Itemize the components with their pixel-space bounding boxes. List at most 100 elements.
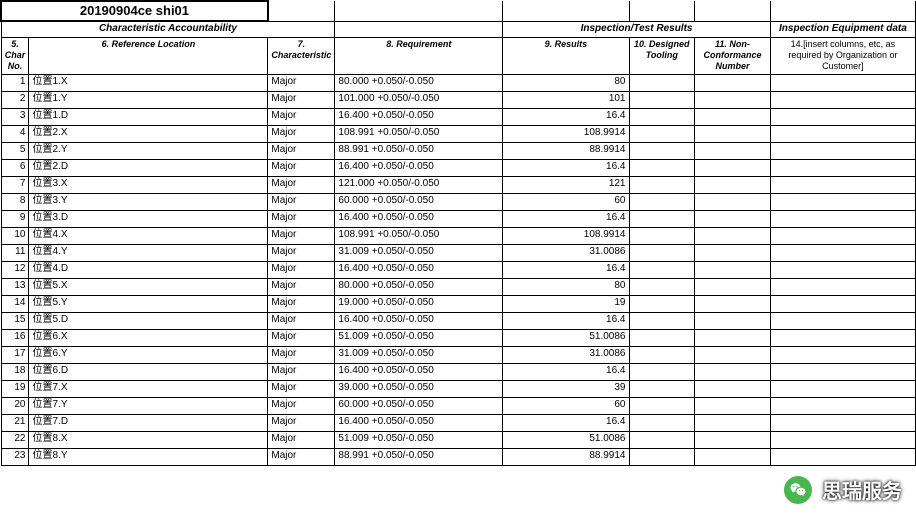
cell-characteristic: Major [268, 244, 335, 261]
blank [268, 1, 335, 21]
cell-nonconf [695, 142, 771, 159]
cell-tooling [629, 74, 695, 91]
cell-characteristic: Major [268, 312, 335, 329]
cell-equip [770, 329, 915, 346]
table-row: 11位置4.YMajor31.009 +0.050/-0.05031.0086 [1, 244, 916, 261]
cell-tooling [629, 176, 695, 193]
cell-location: 位置5.D [29, 312, 268, 329]
sheet-title: 20190904ce shi01 [1, 1, 268, 21]
cell-nonconf [695, 414, 771, 431]
cell-tooling [629, 91, 695, 108]
cell-requirement: 88.991 +0.050/-0.050 [335, 448, 503, 465]
cell-result: 108.9914 [503, 125, 629, 142]
cell-charno: 1 [1, 74, 29, 91]
cell-equip [770, 295, 915, 312]
col-header-results: 9. Results [503, 37, 629, 74]
col-header-tooling: 10. Designed Tooling [629, 37, 695, 74]
cell-requirement: 51.009 +0.050/-0.050 [335, 431, 503, 448]
cell-result: 16.4 [503, 261, 629, 278]
cell-characteristic: Major [268, 397, 335, 414]
table-row: 4位置2.XMajor108.991 +0.050/-0.050108.9914 [1, 125, 916, 142]
cell-characteristic: Major [268, 295, 335, 312]
cell-requirement: 80.000 +0.050/-0.050 [335, 278, 503, 295]
table-row: 10位置4.XMajor108.991 +0.050/-0.050108.991… [1, 227, 916, 244]
cell-tooling [629, 159, 695, 176]
table-row: 7位置3.XMajor121.000 +0.050/-0.050121 [1, 176, 916, 193]
table-row: 22位置8.XMajor51.009 +0.050/-0.05051.0086 [1, 431, 916, 448]
cell-nonconf [695, 329, 771, 346]
cell-equip [770, 312, 915, 329]
table-row: 3位置1.DMajor16.400 +0.050/-0.05016.4 [1, 108, 916, 125]
cell-location: 位置5.X [29, 278, 268, 295]
cell-characteristic: Major [268, 74, 335, 91]
table-row: 21位置7.DMajor16.400 +0.050/-0.05016.4 [1, 414, 916, 431]
cell-nonconf [695, 448, 771, 465]
cell-requirement: 31.009 +0.050/-0.050 [335, 244, 503, 261]
cell-location: 位置4.D [29, 261, 268, 278]
cell-requirement: 121.000 +0.050/-0.050 [335, 176, 503, 193]
cell-equip [770, 74, 915, 91]
cell-nonconf [695, 346, 771, 363]
col-header-equipment-note: 14.[insert columns, etc, as required by … [770, 37, 915, 74]
cell-characteristic: Major [268, 176, 335, 193]
col-header-ref-location: 6. Reference Location [29, 37, 268, 74]
watermark-text: 思瑞服务 [822, 475, 902, 504]
cell-equip [770, 346, 915, 363]
cell-tooling [629, 380, 695, 397]
cell-equip [770, 142, 915, 159]
cell-location: 位置6.X [29, 329, 268, 346]
cell-tooling [629, 125, 695, 142]
table-row: 16位置6.XMajor51.009 +0.050/-0.05051.0086 [1, 329, 916, 346]
cell-charno: 15 [1, 312, 29, 329]
cell-equip [770, 91, 915, 108]
cell-result: 108.9914 [503, 227, 629, 244]
cell-tooling [629, 363, 695, 380]
cell-result: 88.9914 [503, 448, 629, 465]
cell-equip [770, 261, 915, 278]
cell-charno: 4 [1, 125, 29, 142]
cell-location: 位置3.D [29, 210, 268, 227]
cell-requirement: 88.991 +0.050/-0.050 [335, 142, 503, 159]
blank [335, 1, 503, 21]
blank [629, 1, 695, 21]
cell-charno: 3 [1, 108, 29, 125]
cell-result: 16.4 [503, 108, 629, 125]
cell-requirement: 16.400 +0.050/-0.050 [335, 210, 503, 227]
group-header-equipment: Inspection Equipment data [770, 21, 915, 37]
cell-result: 60 [503, 193, 629, 210]
cell-nonconf [695, 397, 771, 414]
blank [503, 1, 629, 21]
cell-equip [770, 159, 915, 176]
table-row: 8位置3.YMajor60.000 +0.050/-0.05060 [1, 193, 916, 210]
cell-equip [770, 193, 915, 210]
cell-nonconf [695, 91, 771, 108]
cell-nonconf [695, 278, 771, 295]
cell-tooling [629, 312, 695, 329]
cell-charno: 11 [1, 244, 29, 261]
cell-charno: 18 [1, 363, 29, 380]
cell-equip [770, 108, 915, 125]
cell-equip [770, 278, 915, 295]
cell-charno: 13 [1, 278, 29, 295]
cell-charno: 10 [1, 227, 29, 244]
cell-nonconf [695, 431, 771, 448]
cell-charno: 23 [1, 448, 29, 465]
cell-nonconf [695, 108, 771, 125]
cell-location: 位置4.X [29, 227, 268, 244]
col-header-characteristic: 7. Characteristic [268, 37, 335, 74]
table-row: 15位置5.DMajor16.400 +0.050/-0.05016.4 [1, 312, 916, 329]
table-row: 13位置5.XMajor80.000 +0.050/-0.05080 [1, 278, 916, 295]
cell-tooling [629, 142, 695, 159]
cell-nonconf [695, 312, 771, 329]
cell-nonconf [695, 193, 771, 210]
cell-equip [770, 244, 915, 261]
group-header-characteristic: Characteristic Accountability [1, 21, 335, 37]
cell-nonconf [695, 176, 771, 193]
cell-characteristic: Major [268, 278, 335, 295]
cell-characteristic: Major [268, 227, 335, 244]
group-header-blank [335, 21, 503, 37]
cell-location: 位置2.Y [29, 142, 268, 159]
cell-result: 16.4 [503, 210, 629, 227]
cell-characteristic: Major [268, 142, 335, 159]
cell-location: 位置6.Y [29, 346, 268, 363]
